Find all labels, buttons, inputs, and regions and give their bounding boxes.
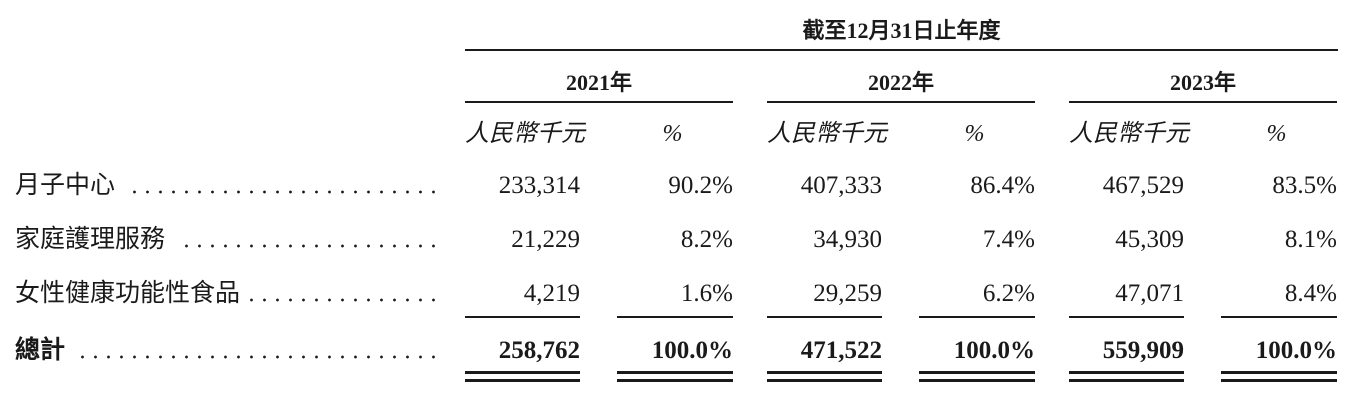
cell: 407,333 bbox=[800, 172, 882, 199]
row-label: 女性健康功能性食品 bbox=[15, 281, 440, 306]
cell: 45,309 bbox=[1115, 226, 1184, 253]
cell: 471,522 bbox=[800, 337, 882, 364]
row-label: 總計 bbox=[15, 338, 440, 363]
cell: 8.2% bbox=[680, 226, 733, 253]
leader-dots bbox=[75, 355, 440, 359]
double-rule bbox=[1069, 379, 1184, 382]
cell: 34,930 bbox=[813, 226, 882, 253]
row-label-text: 家庭護理服務 bbox=[15, 226, 166, 253]
unit-label: 人民幣千元 bbox=[1069, 121, 1189, 147]
header-rule bbox=[465, 49, 1338, 51]
double-rule bbox=[919, 379, 1035, 382]
double-rule bbox=[767, 379, 882, 382]
year-header: 2022年 bbox=[867, 70, 934, 95]
sum-rule bbox=[1069, 316, 1184, 318]
sum-rule bbox=[919, 316, 1035, 318]
sum-rule bbox=[767, 316, 882, 318]
cell: 4,219 bbox=[523, 280, 580, 307]
cell: 8.4% bbox=[1284, 280, 1337, 307]
cell: 100.0% bbox=[1255, 337, 1337, 364]
cell: 86.4% bbox=[970, 172, 1035, 199]
year-rule bbox=[1069, 101, 1337, 103]
double-rule bbox=[1221, 371, 1337, 374]
double-rule bbox=[1069, 371, 1184, 374]
double-rule bbox=[617, 371, 733, 374]
cell: 8.1% bbox=[1284, 226, 1337, 253]
unit-label: 人民幣千元 bbox=[767, 121, 887, 147]
cell: 467,529 bbox=[1102, 172, 1184, 199]
sum-rule bbox=[465, 316, 580, 318]
cell: 100.0% bbox=[651, 337, 733, 364]
leader-dots bbox=[250, 298, 440, 302]
row-label: 月子中心 bbox=[15, 173, 440, 198]
cell: 83.5% bbox=[1272, 172, 1337, 199]
cell: 258,762 bbox=[498, 337, 580, 364]
unit-label: % bbox=[1266, 121, 1287, 147]
row-label-text: 總計 bbox=[15, 337, 66, 364]
double-rule bbox=[465, 371, 580, 374]
year-rule bbox=[465, 101, 733, 103]
cell: 21,229 bbox=[511, 226, 580, 253]
period-header: 截至12月31日止年度 bbox=[802, 18, 1001, 43]
unit-label: % bbox=[964, 121, 985, 147]
double-rule bbox=[1221, 379, 1337, 382]
row-label-text: 女性健康功能性食品 bbox=[15, 280, 241, 307]
cell: 1.6% bbox=[680, 280, 733, 307]
double-rule bbox=[919, 371, 1035, 374]
cell: 559,909 bbox=[1102, 337, 1184, 364]
cell: 6.2% bbox=[982, 280, 1035, 307]
year-rule bbox=[767, 101, 1035, 103]
leader-dots bbox=[125, 190, 440, 194]
sum-rule bbox=[617, 316, 733, 318]
cell: 100.0% bbox=[953, 337, 1035, 364]
double-rule bbox=[767, 371, 882, 374]
row-label: 家庭護理服務 bbox=[15, 227, 440, 252]
unit-label: 人民幣千元 bbox=[465, 121, 585, 147]
leader-dots bbox=[175, 244, 440, 248]
cell: 90.2% bbox=[668, 172, 733, 199]
year-header: 2021年 bbox=[565, 70, 632, 95]
cell: 233,314 bbox=[498, 172, 580, 199]
year-header: 2023年 bbox=[1169, 70, 1236, 95]
sum-rule bbox=[1221, 316, 1337, 318]
double-rule bbox=[617, 379, 733, 382]
unit-label: % bbox=[662, 121, 683, 147]
cell: 29,259 bbox=[813, 280, 882, 307]
cell: 47,071 bbox=[1115, 280, 1184, 307]
double-rule bbox=[465, 379, 580, 382]
row-label-text: 月子中心 bbox=[15, 172, 116, 199]
cell: 7.4% bbox=[982, 226, 1035, 253]
